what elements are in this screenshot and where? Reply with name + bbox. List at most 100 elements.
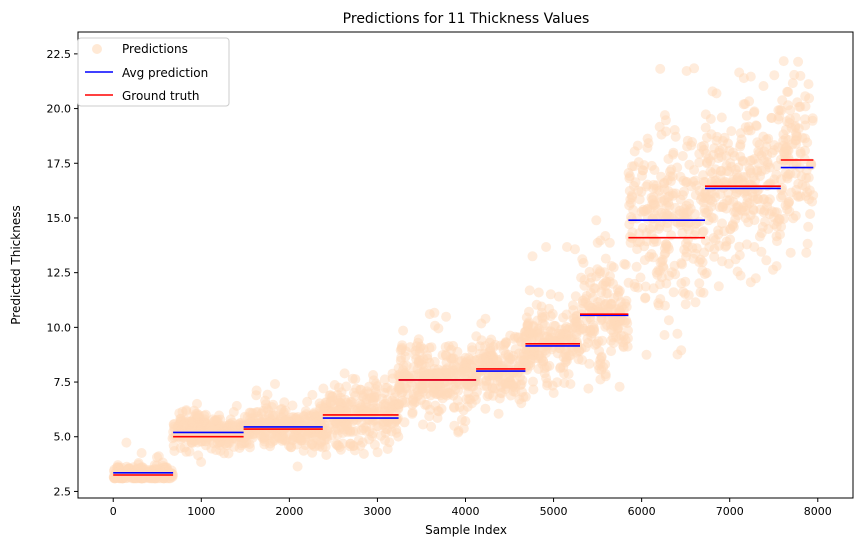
prediction-point [577,254,588,265]
prediction-point [682,135,693,146]
x-tick-label: 4000 [452,505,480,518]
prediction-point [259,439,270,450]
prediction-point [649,165,660,175]
prediction-point [426,342,437,353]
prediction-point [525,347,536,358]
prediction-point [493,408,504,419]
prediction-point [245,417,256,428]
prediction-point [758,194,769,205]
prediction-point [663,154,674,164]
prediction-point [676,278,687,289]
prediction-point [689,63,700,74]
prediction-point [407,408,418,419]
prediction-point [677,190,688,201]
prediction-point [807,113,818,124]
prediction-point [413,334,424,345]
prediction-point [433,323,444,334]
prediction-point [566,335,576,346]
prediction-point [672,328,683,339]
prediction-point [735,270,746,281]
prediction-point [485,346,496,357]
prediction-point [453,427,464,438]
prediction-point [628,205,639,216]
prediction-point [631,261,642,272]
prediction-point [797,180,808,191]
prediction-point [135,462,146,473]
prediction-point [800,91,811,102]
prediction-point [562,242,572,252]
prediction-point [327,395,338,406]
prediction-point [620,335,631,345]
prediction-point [343,399,354,410]
prediction-point [339,424,350,435]
x-tick-label: 8000 [804,505,832,518]
prediction-point [454,402,465,413]
prediction-point [345,441,355,452]
prediction-point [635,272,646,283]
prediction-point [749,242,760,252]
prediction-point [764,162,775,173]
prediction-point [694,157,705,168]
prediction-point [734,184,745,195]
prediction-point [665,166,675,177]
prediction-point [287,400,298,411]
prediction-point [655,294,666,305]
prediction-point [382,416,393,427]
prediction-point [528,376,538,387]
prediction-point [744,96,755,107]
prediction-point [793,56,804,67]
prediction-point [474,367,485,378]
prediction-point [805,209,816,219]
prediction-point [509,333,520,344]
prediction-point [644,223,655,234]
prediction-point [591,215,602,226]
prediction-point [397,398,408,408]
prediction-point [372,447,383,458]
prediction-point [260,395,271,406]
prediction-point [655,217,666,227]
prediction-point [637,170,647,181]
prediction-point [510,344,521,355]
prediction-point [790,122,801,133]
prediction-point [778,56,789,67]
x-tick-label: 3000 [363,505,391,518]
prediction-point [560,348,571,359]
prediction-point [292,432,303,443]
prediction-point [396,344,407,355]
prediction-point [318,383,329,394]
prediction-point [738,73,749,84]
x-tick-label: 2000 [275,505,303,518]
x-axis-label: Sample Index [425,523,507,537]
prediction-point [681,66,692,76]
prediction-point [757,221,768,232]
legend-box [77,37,230,107]
prediction-point [586,331,597,342]
prediction-point [700,122,711,133]
prediction-point [499,340,510,351]
prediction-point [701,158,712,169]
prediction-point [467,342,477,353]
prediction-point [192,410,203,421]
prediction-point [724,166,734,177]
prediction-point [756,150,767,161]
prediction-point [736,175,747,186]
prediction-point [251,385,262,396]
prediction-point [655,279,665,290]
legend-truth-label: Ground truth [122,89,200,103]
prediction-point [630,177,641,188]
prediction-point [716,165,727,176]
prediction-point [690,209,700,220]
prediction-point [634,194,645,205]
prediction-point [200,426,211,437]
prediction-point [595,235,606,246]
prediction-point [193,450,204,461]
prediction-point [767,147,778,158]
prediction-point [432,367,443,378]
prediction-point [670,216,681,227]
prediction-point [784,206,795,217]
prediction-point [450,384,461,395]
prediction-point [276,403,287,414]
prediction-point [711,88,722,99]
prediction-point [743,121,754,132]
prediction-point [515,371,526,382]
